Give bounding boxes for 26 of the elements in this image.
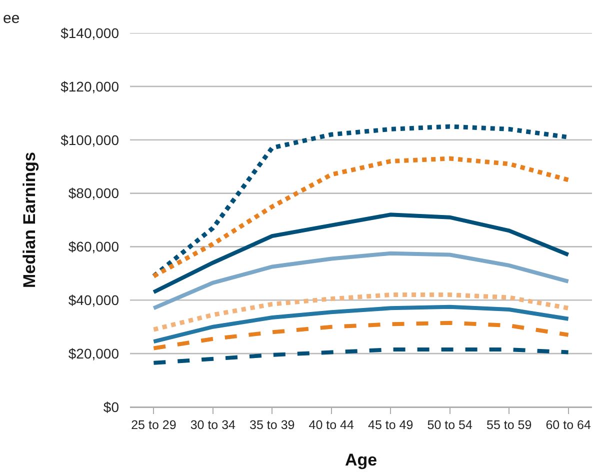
line-series: [152, 304, 570, 344]
x-tick-label: 40 to 44: [308, 418, 354, 432]
line-series: [152, 251, 570, 310]
y-tick-label: $0: [103, 398, 120, 415]
x-tick-label: 30 to 34: [190, 418, 236, 432]
y-axis-title: Median Earnings: [20, 152, 40, 288]
y-tick-label: $100,000: [60, 132, 120, 148]
line-series: [151, 292, 571, 332]
y-tick-label: $120,000: [60, 78, 120, 94]
x-tick-label: 35 to 39: [250, 418, 295, 432]
line-series: [151, 156, 571, 278]
x-tick-label: 60 to 64: [546, 418, 591, 432]
y-tick-label: $140,000: [60, 24, 120, 41]
x-tick-label: 55 to 59: [486, 418, 532, 432]
text: ee: [3, 10, 20, 27]
x-tick-label: 50 to 54: [427, 418, 472, 432]
x-tick-label: 45 to 49: [368, 418, 414, 432]
line-series: [152, 212, 570, 294]
x-tick-label: 25 to 29: [131, 418, 176, 432]
y-tick-label: $40,000: [68, 292, 120, 308]
y-tick-label: $60,000: [68, 238, 120, 255]
y-tick-label: $20,000: [68, 345, 120, 362]
x-axis-title: Age: [344, 450, 378, 470]
line-series: [152, 348, 570, 365]
line-series: [152, 320, 570, 350]
y-tick-label: $80,000: [68, 185, 120, 202]
